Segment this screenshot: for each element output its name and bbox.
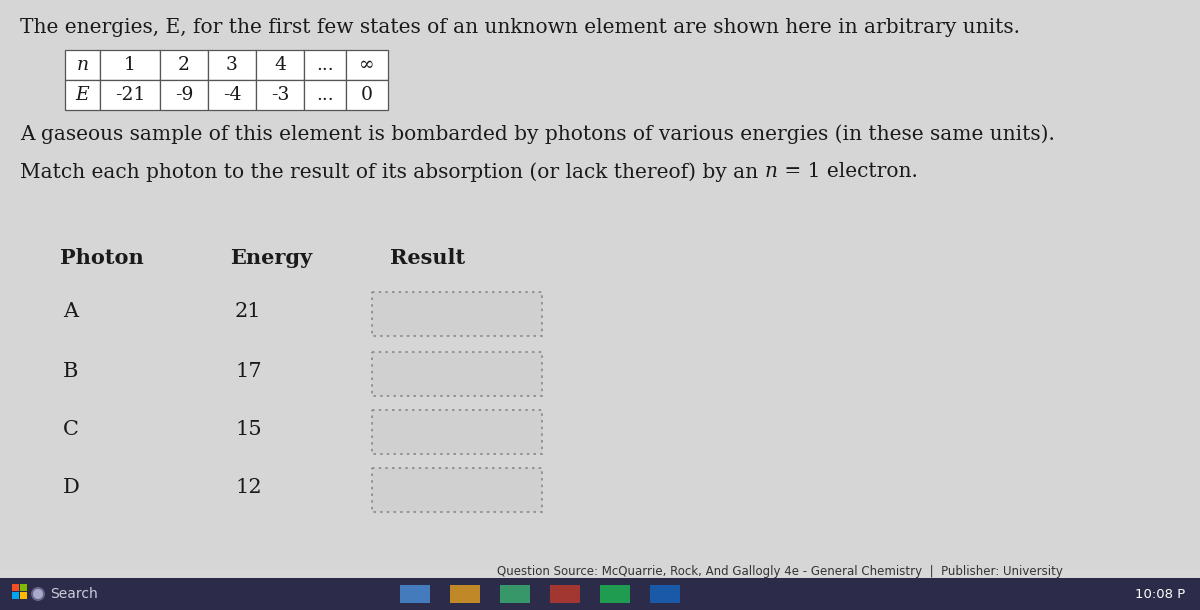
Bar	[256, 50, 304, 80]
Text: Match each photon to the result of its absorption (or lack thereof) by an: Match each photon to the result of its a…	[20, 162, 764, 182]
Text: The energies, E, for the first few states of an unknown element are shown here i: The energies, E, for the first few state…	[20, 18, 1020, 37]
Circle shape	[34, 589, 43, 599]
Bar	[372, 352, 542, 396]
Text: -21: -21	[115, 86, 145, 104]
Text: = 1 electron.: = 1 electron.	[778, 162, 917, 181]
Text: 3: 3	[226, 56, 238, 74]
Text: 2: 2	[178, 56, 190, 74]
Text: 12: 12	[235, 478, 262, 497]
Bar	[160, 50, 208, 80]
Bar	[304, 50, 346, 80]
Text: 10:08 P: 10:08 P	[1135, 587, 1186, 600]
Bar	[550, 585, 580, 603]
Text: Energy: Energy	[230, 248, 312, 268]
Text: 15: 15	[235, 420, 262, 439]
Bar	[372, 292, 542, 336]
Text: Question Source: McQuarrie, Rock, And Gallogly 4e - General Chemistry  |  Publis: Question Source: McQuarrie, Rock, And Ga…	[497, 565, 1063, 578]
Bar	[372, 410, 542, 454]
Text: 0: 0	[361, 86, 373, 104]
Bar	[500, 585, 530, 603]
Text: -9: -9	[175, 86, 193, 104]
Bar	[372, 468, 542, 512]
Text: 4: 4	[274, 56, 286, 74]
Bar	[346, 80, 388, 110]
Text: -4: -4	[223, 86, 241, 104]
Text: 21: 21	[235, 302, 262, 321]
Text: 17: 17	[235, 362, 262, 381]
Bar	[650, 585, 680, 603]
Bar	[65, 80, 100, 110]
Text: A gaseous sample of this element is bombarded by photons of various energies (in: A gaseous sample of this element is bomb…	[20, 124, 1055, 144]
Bar	[20, 592, 28, 599]
Text: ...: ...	[316, 86, 334, 104]
Text: D: D	[64, 478, 80, 497]
Text: C: C	[64, 420, 79, 439]
Bar	[400, 585, 430, 603]
Bar	[208, 80, 256, 110]
Bar	[450, 585, 480, 603]
Bar	[160, 80, 208, 110]
Bar	[600, 585, 630, 603]
Text: ...: ...	[316, 56, 334, 74]
Circle shape	[31, 587, 46, 601]
Bar	[12, 592, 19, 599]
Bar	[256, 80, 304, 110]
Text: 1: 1	[124, 56, 136, 74]
Bar	[65, 50, 100, 80]
Text: ∞: ∞	[359, 56, 374, 74]
Bar	[208, 50, 256, 80]
Text: B: B	[64, 362, 78, 381]
Text: E: E	[76, 86, 89, 104]
Text: A: A	[64, 302, 78, 321]
Bar	[0, 578, 1200, 610]
Bar	[100, 50, 160, 80]
Text: Photon: Photon	[60, 248, 144, 268]
Bar	[346, 50, 388, 80]
Text: Result: Result	[390, 248, 466, 268]
Bar	[100, 80, 160, 110]
Text: Search: Search	[50, 587, 97, 601]
Text: n: n	[764, 162, 778, 181]
Text: n: n	[77, 56, 89, 74]
Bar	[20, 584, 28, 591]
Text: -3: -3	[271, 86, 289, 104]
Bar	[12, 584, 19, 591]
Bar	[304, 80, 346, 110]
